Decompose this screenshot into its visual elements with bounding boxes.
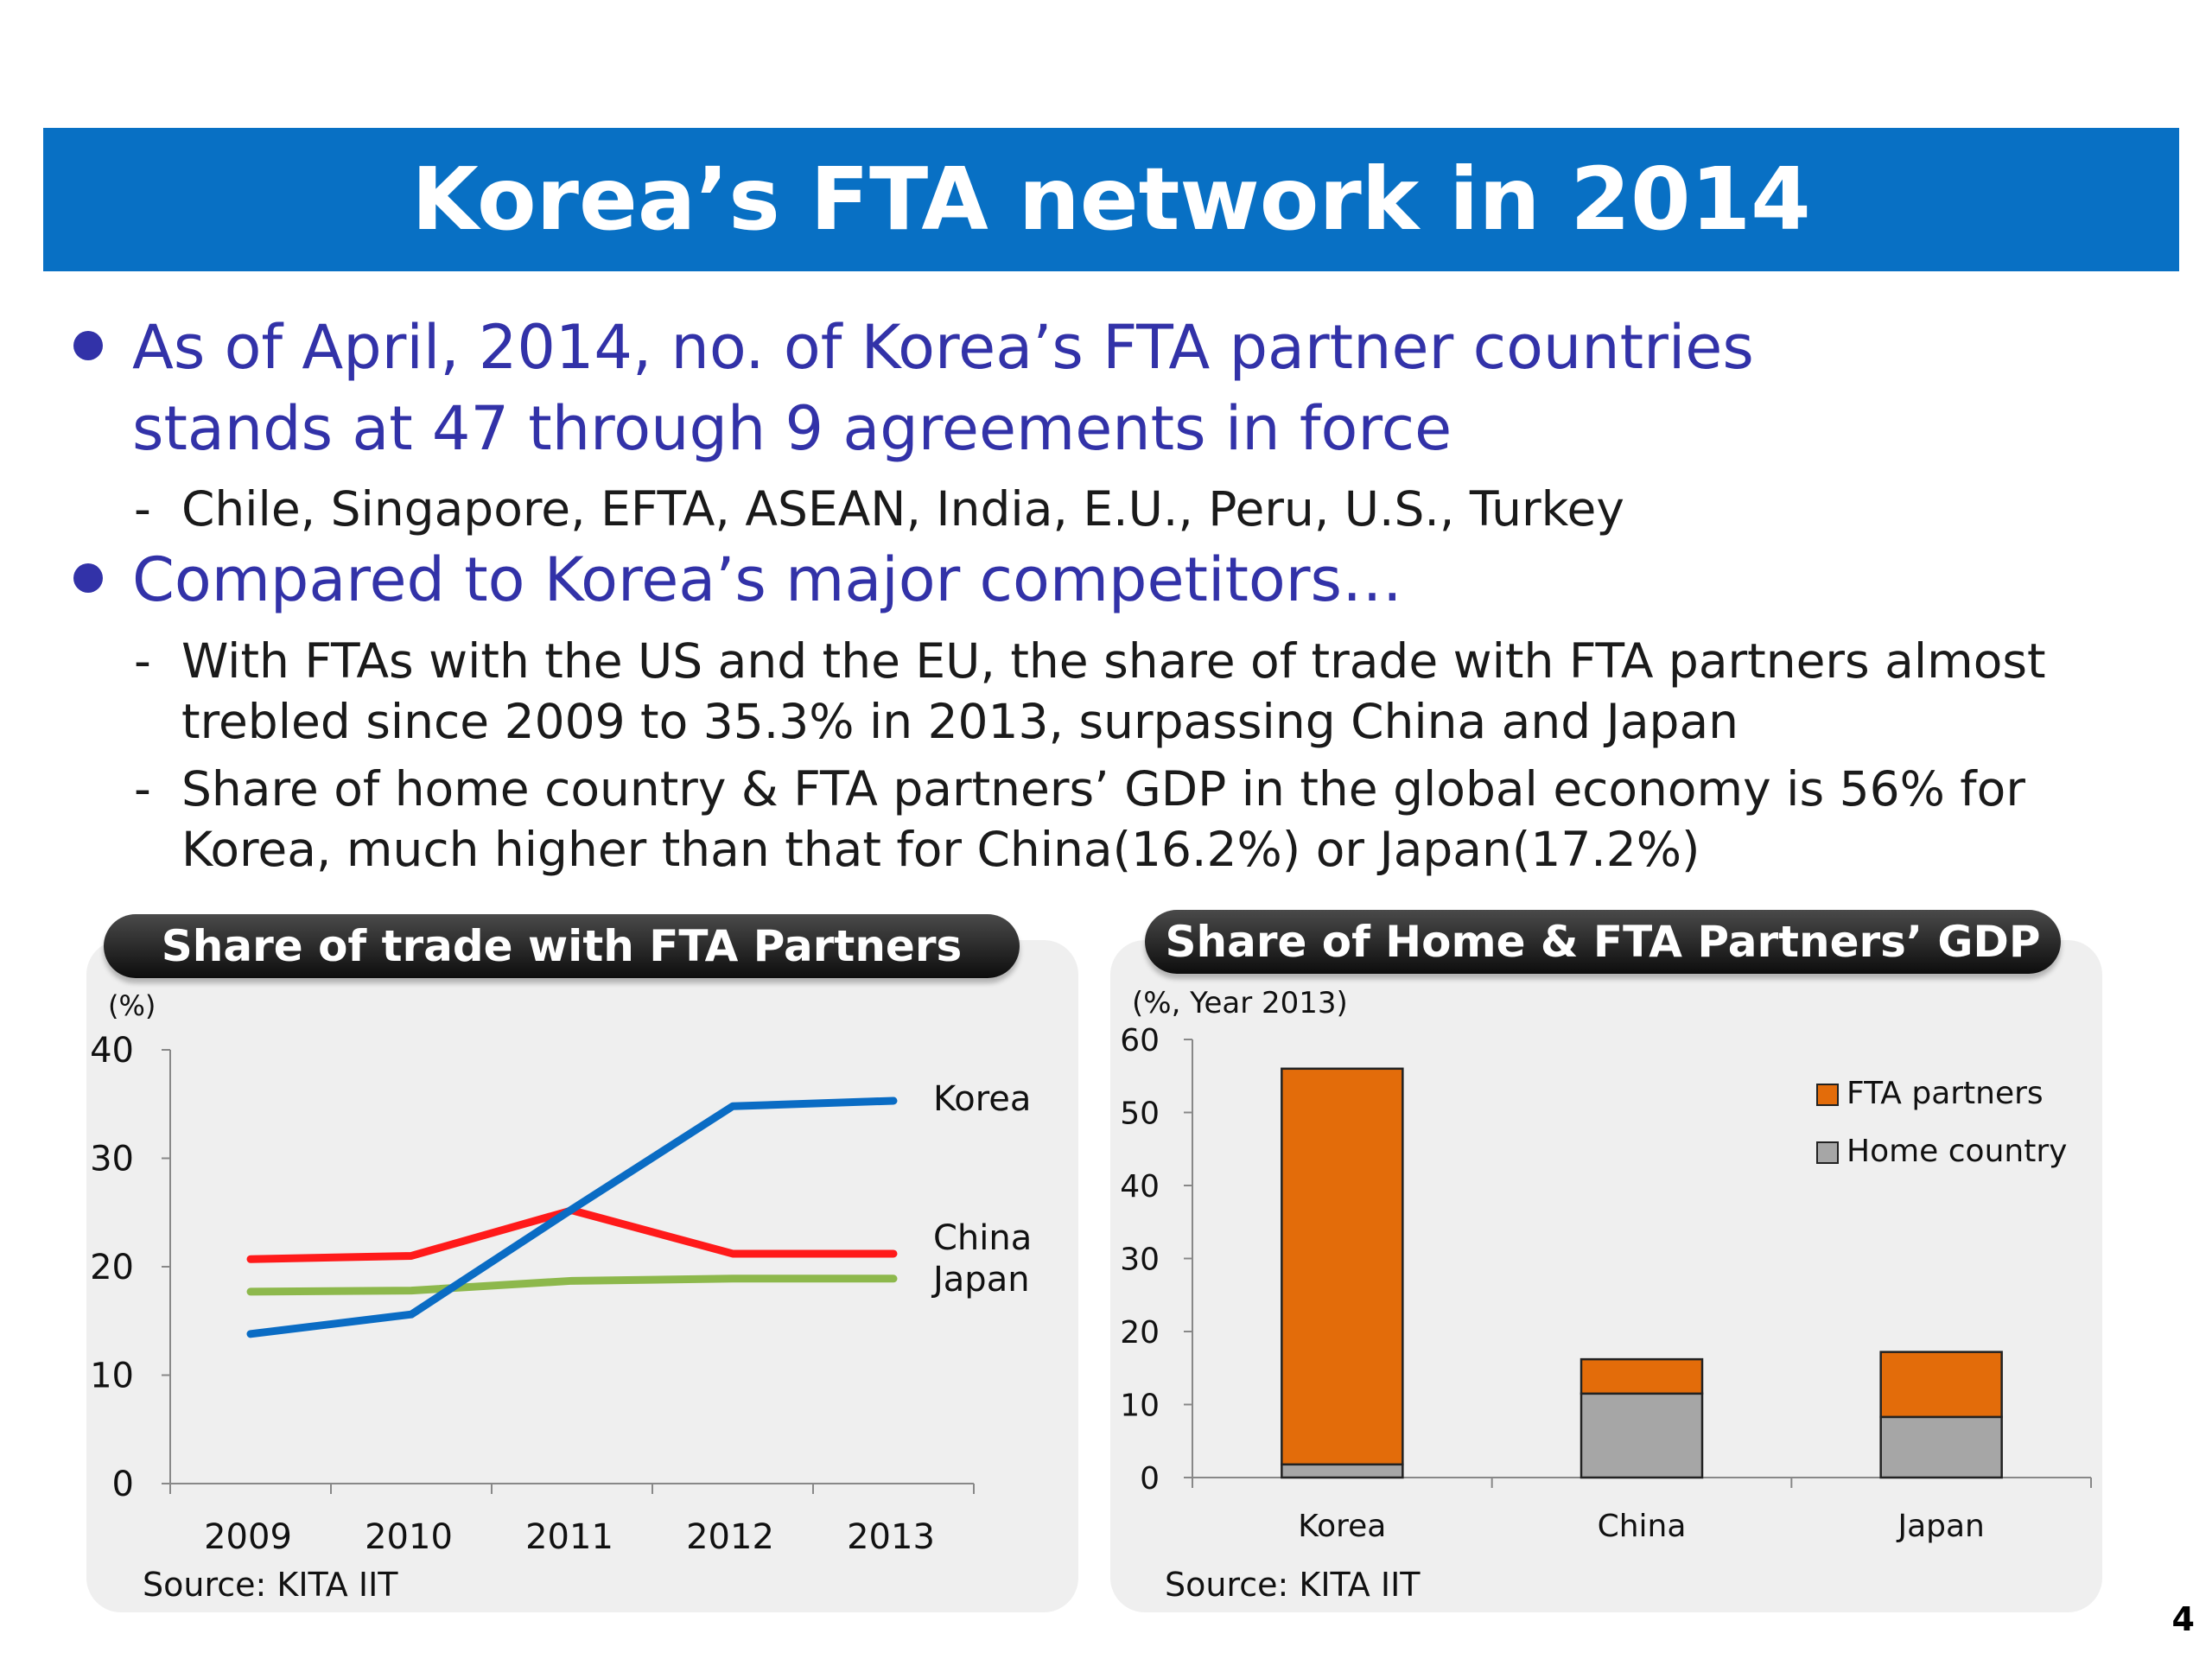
bullet-2-line-1: Compared to Korea’s major competitors… (132, 544, 1402, 615)
left-chart-header: Share of trade with FTA Partners (104, 914, 1020, 978)
dash-icon: - (134, 761, 151, 817)
series-line-china (246, 1206, 898, 1263)
x-tick-label: 2013 (847, 1517, 935, 1557)
bullet-dot-icon (73, 331, 103, 360)
y-tick-label: 10 (90, 1357, 134, 1396)
x-tick-label: 2010 (365, 1517, 453, 1557)
sub-bullet-1-1-line-1: Chile, Singapore, EFTA, ASEAN, India, E.… (181, 481, 1624, 537)
bullet-dot-icon (73, 563, 103, 593)
dash-icon: - (134, 633, 151, 689)
sub-bullet-2-1-line-2: trebled since 2009 to 35.3% in 2013, sur… (181, 694, 1739, 749)
y-tick-label: 30 (90, 1140, 134, 1179)
x-tick-label: 2009 (204, 1517, 292, 1557)
x-tick-label: 2012 (686, 1517, 774, 1557)
dash-icon: - (134, 481, 151, 537)
series-label-japan: Japan (931, 1260, 1030, 1300)
right-chart-panel (1110, 940, 2102, 1612)
left-chart-panel (86, 940, 1078, 1612)
page-number: 4 (2171, 1600, 2195, 1638)
y-tick-label: 40 (90, 1031, 134, 1071)
right-chart-header: Share of Home & FTA Partners’ GDP (1145, 910, 2061, 974)
title-bar: Korea’s FTA network in 2014 (43, 128, 2179, 271)
sub-bullet-2-1-line-1: With FTAs with the US and the EU, the sh… (181, 633, 2046, 689)
bullet-1-line-1: As of April, 2014, no. of Korea’s FTA pa… (132, 312, 1754, 383)
y-axis-unit-label: (%) (108, 989, 156, 1022)
sub-bullet-2-2-line-2: Korea, much higher than that for China(1… (181, 822, 1700, 877)
series-label-china: China (933, 1218, 1032, 1258)
sub-bullet-2-2-line-1: Share of home country & FTA partners’ GD… (181, 761, 2025, 817)
series-label-korea: Korea (933, 1079, 1031, 1119)
y-tick-label: 0 (112, 1465, 134, 1504)
y-tick-label: 20 (90, 1248, 134, 1287)
series-line-japan (246, 1274, 898, 1296)
series-line-korea (246, 1096, 898, 1338)
bullet-1-line-2: stands at 47 through 9 agreements in for… (132, 393, 1452, 464)
source-note: Source: KITA IIT (143, 1566, 398, 1604)
slide-title: Korea’s FTA network in 2014 (411, 149, 1811, 250)
x-tick-label: 2011 (525, 1517, 613, 1557)
